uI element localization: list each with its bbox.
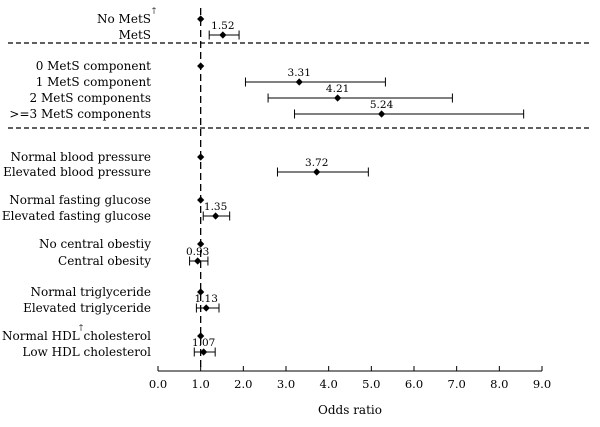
x-tick-label: 3.0: [277, 377, 295, 391]
value-label: 1.13: [195, 293, 218, 305]
row-label: Normal blood pressure: [10, 150, 151, 164]
point-estimate: [197, 288, 205, 296]
row-label: Elevated triglyceride: [23, 301, 151, 315]
point-estimate: [197, 62, 205, 70]
row-label: Elevated blood pressure: [3, 165, 151, 179]
dagger-mark: †: [152, 6, 156, 15]
row: Elevated triglyceride 1.13: [23, 293, 220, 315]
row-label: 1 MetS component: [36, 75, 151, 89]
x-tick-label: 5.0: [362, 377, 380, 391]
point-estimate: [334, 94, 342, 102]
point-estimate: [219, 31, 227, 39]
x-tick-label: 0.0: [149, 377, 167, 391]
value-label: 3.72: [305, 157, 328, 169]
row-label: Normal HDL cholesterol: [2, 329, 151, 343]
x-tick-label: 4.0: [320, 377, 338, 391]
row-label: Normal triglyceride: [30, 285, 151, 299]
row-label: 0 MetS component: [36, 59, 151, 73]
row-label: >=3 MetS components: [9, 107, 151, 121]
point-estimate: [197, 332, 205, 340]
x-tick-label: 9.0: [533, 377, 551, 391]
row-label: No central obestiy: [39, 237, 151, 251]
value-label: 1.07: [192, 337, 215, 349]
value-label: 1.35: [204, 201, 227, 213]
point-estimate: [197, 240, 205, 248]
x-axis: 0.0 1.0 2.0 3.0 4.0 5.0 6.0 7.0 8.0 9.0: [149, 366, 551, 391]
point-estimate: [295, 78, 303, 86]
value-label: 1.52: [211, 20, 234, 32]
row: MetS 1.52: [119, 20, 240, 42]
row: Normal fasting glucose: [9, 193, 205, 207]
x-tick-label: 1.0: [192, 377, 210, 391]
point-estimate: [197, 196, 205, 204]
row: Normal triglyceride: [30, 285, 205, 299]
row: 1 MetS component 3.31: [36, 67, 386, 89]
point-estimate: [313, 168, 321, 176]
row: 2 MetS components 4.21: [30, 83, 453, 105]
value-label: 0.93: [186, 246, 209, 258]
x-tick-label: 6.0: [405, 377, 423, 391]
x-tick-label: 8.0: [490, 377, 508, 391]
point-estimate: [212, 212, 220, 220]
value-label: 5.24: [370, 99, 394, 111]
row-label: MetS: [119, 28, 151, 42]
value-label: 3.31: [288, 67, 311, 79]
row: >=3 MetS components 5.24: [9, 99, 525, 121]
group-separators: [8, 42, 592, 129]
point-estimate: [202, 304, 210, 312]
point-estimate: [377, 110, 386, 118]
row-label: No MetS: [97, 12, 151, 26]
row: 0 MetS component: [36, 59, 205, 73]
row: Elevated blood pressure 3.72: [3, 157, 369, 179]
row-label: Normal fasting glucose: [9, 193, 151, 207]
row: Normal blood pressure: [10, 150, 205, 164]
dagger-mark: †: [79, 323, 83, 332]
row: Normal HDL cholesterol†: [2, 323, 205, 343]
row: Elevated fasting glucose 1.35: [2, 201, 231, 223]
row: Central obesity 0.93: [58, 246, 209, 268]
row: Low HDL cholesterol 1.07: [22, 337, 216, 359]
x-tick-label: 7.0: [448, 377, 466, 391]
point-estimate: [200, 348, 208, 356]
row-label: Central obesity: [58, 254, 151, 268]
row-label: Low HDL cholesterol: [22, 345, 151, 359]
row-label: 2 MetS components: [30, 91, 151, 105]
value-label: 4.21: [326, 83, 349, 95]
row-label: Elevated fasting glucose: [2, 209, 151, 223]
x-axis-title: Odds ratio: [318, 403, 382, 417]
x-tick-label: 2.0: [234, 377, 252, 391]
point-estimate: [194, 257, 202, 265]
point-estimate: [197, 15, 205, 23]
point-estimate: [197, 153, 205, 161]
row: No MetS†: [97, 6, 205, 26]
row: No central obestiy: [39, 237, 205, 251]
